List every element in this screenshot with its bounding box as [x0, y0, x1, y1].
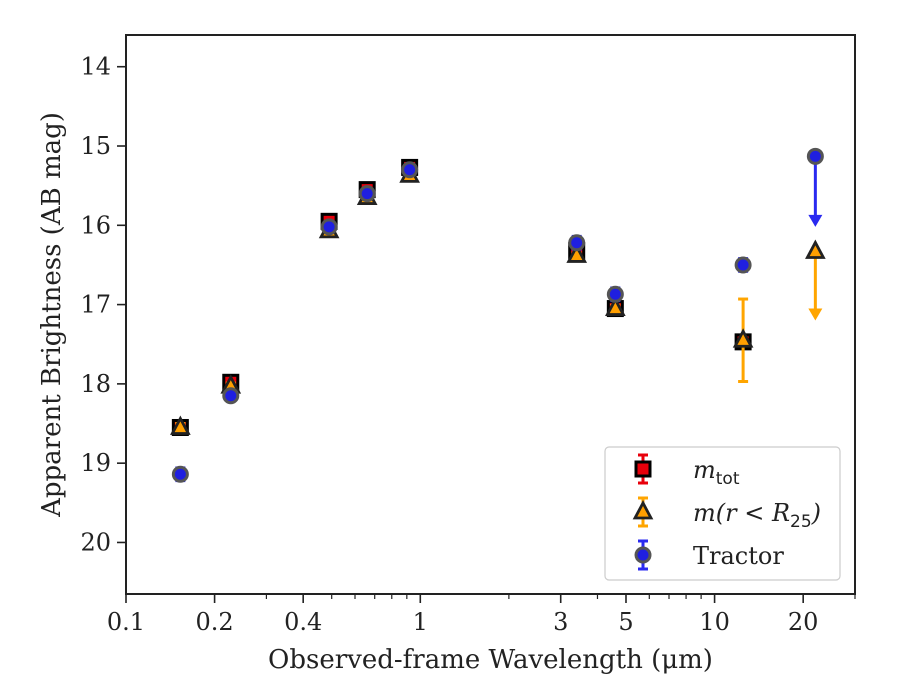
triangle-marker: [805, 239, 826, 259]
circle-marker: [401, 161, 419, 179]
x-tick-label: 0.4: [284, 608, 322, 636]
triangle-marker: [170, 415, 191, 435]
series-2: [171, 147, 824, 483]
x-tick-label: 5: [618, 608, 633, 636]
circle-marker: [606, 285, 624, 303]
y-tick-label: 14: [80, 53, 111, 81]
legend-label: Tractor: [693, 542, 784, 570]
legend-label: mtot: [693, 456, 740, 489]
x-axis-title: Observed-frame Wavelength (μm): [268, 645, 713, 675]
legend-item: m(r < R25): [632, 496, 821, 532]
circle-marker: [358, 185, 376, 203]
legend-item: mtot: [634, 453, 740, 489]
circle-marker: [171, 465, 189, 483]
series-0: [171, 158, 752, 436]
y-tick-label: 18: [80, 370, 111, 398]
circle-marker: [222, 387, 240, 405]
legend-item: Tractor: [634, 539, 784, 571]
circle-marker: [320, 218, 338, 236]
y-axis-title: Apparent Brightness (AB mag): [37, 112, 67, 518]
series-1: [170, 163, 826, 435]
x-tick-label: 10: [699, 608, 730, 636]
circle-marker: [634, 546, 652, 564]
x-tick-label: 1: [413, 608, 428, 636]
x-tick-label: 0.1: [107, 608, 145, 636]
x-tick-label: 20: [788, 608, 819, 636]
plot-frame: [125, 34, 856, 595]
triangle-marker: [632, 500, 654, 520]
square-marker: [634, 460, 652, 478]
x-tick-label: 0.2: [196, 608, 234, 636]
upper-limit-arrowhead: [808, 308, 823, 321]
circle-marker: [568, 234, 586, 252]
upper-limit-arrowhead: [808, 214, 823, 227]
y-tick-label: 16: [80, 211, 111, 239]
y-tick-label: 17: [80, 291, 111, 319]
axes: 0.1 0.2 0.4 1 3 5 10 20 14 15 16 17 18 19 20: [80, 34, 856, 636]
triangle-marker: [732, 328, 754, 348]
y-tick-label: 15: [80, 132, 111, 160]
circle-marker: [734, 256, 752, 274]
y-tick-label: 19: [80, 449, 111, 477]
triangle-marker: [566, 243, 588, 263]
plot-area: [170, 147, 826, 483]
legend: mtot m(r < R25) Tractor: [604, 446, 841, 581]
legend-label: m(r < R25): [693, 499, 821, 532]
circle-marker: [806, 147, 824, 165]
legend-box: [604, 446, 841, 581]
x-tick-label: 3: [553, 608, 568, 636]
triangle-marker: [605, 296, 626, 316]
y-tick-label: 20: [80, 528, 111, 556]
